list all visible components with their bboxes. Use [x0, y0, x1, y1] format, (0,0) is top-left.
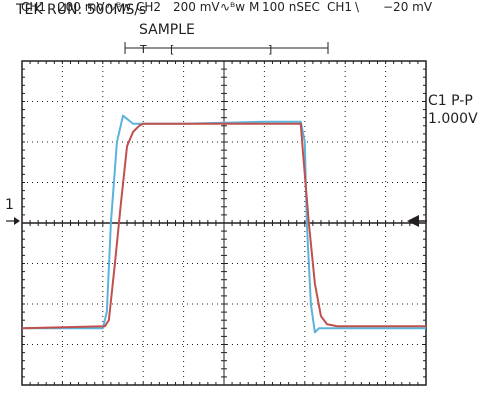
timebase-value: 100 nSEC [262, 0, 320, 14]
window-close-bracket: ] [268, 43, 272, 56]
timebase-label: M [249, 0, 260, 14]
ch1-scale: 200 mV [58, 0, 105, 14]
ch2-trace [21, 122, 426, 330]
acquisition-mode: SAMPLE [139, 22, 195, 38]
measurement-value: 1.000V [428, 111, 478, 127]
trigger-source: CH1 [327, 0, 353, 14]
status-bar: CH1 200 mV ∿ᴮw CH2 200 mV ∿ᴮw M 100 nSEC… [0, 0, 484, 18]
channel-ground-marker-label: 1 [5, 197, 14, 213]
trigger-level: −20 mV [383, 0, 433, 14]
graticule [21, 60, 427, 386]
ch1-bandwidth-icon: ∿ᴮw [106, 0, 132, 14]
scope-status-line: TEK RUN: 500MS/s [16, 2, 147, 18]
ch1-trace [22, 114, 426, 334]
trigger-position-bar [124, 42, 329, 54]
ch2-scale: 200 mV [173, 0, 220, 14]
trigger-marker: T [139, 43, 147, 56]
window-open-bracket: [ [170, 43, 174, 56]
ch2-label: CH2 [136, 0, 162, 14]
ch1-label: CH1 [21, 0, 47, 14]
ch2-bandwidth-icon: ∿ᴮw [220, 0, 246, 14]
trigger-slope-icon: \ [355, 0, 360, 14]
trigger-level-arrow [407, 215, 427, 227]
channel-ground-arrow [6, 217, 20, 225]
measurement-label: C1 P-P [428, 93, 473, 109]
